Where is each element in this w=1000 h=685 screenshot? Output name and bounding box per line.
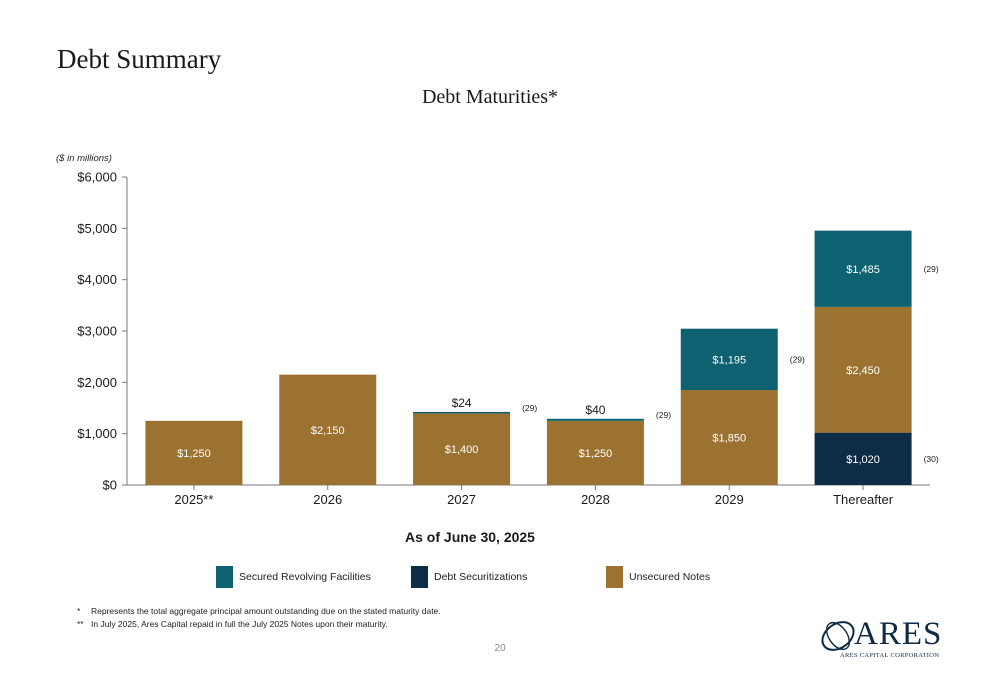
- footnote-text: Represents the total aggregate principal…: [91, 606, 441, 616]
- bar-segment: [413, 413, 511, 485]
- y-tick-label: $3,000: [77, 324, 117, 339]
- data-label: $1,400: [445, 444, 479, 456]
- data-label: $40: [585, 403, 605, 417]
- bar-segment: [814, 306, 912, 433]
- footnote-1: * Represents the total aggregate principa…: [77, 606, 441, 616]
- data-label: $1,250: [177, 448, 211, 460]
- x-tick-label: 2027: [447, 492, 476, 507]
- x-axis-label: As of June 30, 2025: [405, 529, 535, 545]
- bar-segment: [814, 230, 912, 307]
- annotation-label: (29): [790, 354, 805, 364]
- logo-wordmark: ARES: [854, 616, 943, 652]
- x-tick-label: 2025**: [174, 492, 213, 507]
- footnote-mark: **: [77, 619, 84, 629]
- y-tick-label: $4,000: [77, 272, 117, 287]
- page-number: 20: [494, 643, 506, 654]
- data-label: $24: [452, 396, 472, 410]
- annotation-label: (30): [924, 454, 939, 464]
- annotation-label: (29): [522, 403, 537, 413]
- units-note: ($ in millions): [56, 153, 112, 164]
- data-label: $1,020: [846, 454, 880, 466]
- data-label: $1,850: [712, 433, 746, 445]
- data-label: $1,250: [579, 448, 613, 460]
- legend-item-debt-securitizations: Debt Securitizations: [411, 566, 527, 588]
- bar-segment: [413, 411, 511, 414]
- bar-segment: [814, 432, 912, 485]
- bar-segment: [680, 328, 778, 391]
- bar-segment: [145, 420, 243, 485]
- ares-logo: ARES ARES CAPITAL CORPORATION: [818, 614, 958, 664]
- data-label: $1,195: [712, 354, 746, 366]
- bar-segment: [546, 420, 644, 485]
- footnote-2: ** In July 2025, Ares Capital repaid in f…: [77, 619, 388, 629]
- y-tick-label: $2,000: [77, 375, 117, 390]
- bar-segment: [680, 390, 778, 485]
- x-tick-label: Thereafter: [833, 492, 894, 507]
- x-tick-label: 2029: [715, 492, 744, 507]
- y-tick-label: $1,000: [77, 426, 117, 441]
- page-title: Debt Summary: [57, 44, 222, 74]
- legend-item-unsecured-notes: Unsecured Notes: [606, 566, 710, 588]
- data-label: $2,450: [846, 365, 880, 377]
- legend-label: Unsecured Notes: [629, 571, 711, 583]
- y-tick-label: $5,000: [77, 221, 117, 236]
- footnote-text: In July 2025, Ares Capital repaid in ful…: [91, 619, 388, 629]
- legend-swatch: [411, 566, 428, 588]
- logo-subtitle: ARES CAPITAL CORPORATION: [840, 652, 940, 659]
- footnote-mark: *: [77, 606, 81, 616]
- data-label: $1,485: [846, 264, 880, 276]
- x-tick-label: 2026: [313, 492, 342, 507]
- ares-logo-icon: [821, 621, 855, 651]
- annotation-label: (29): [924, 264, 939, 274]
- legend-label: Debt Securitizations: [434, 571, 528, 583]
- x-tick-label: 2028: [581, 492, 610, 507]
- legend-swatch: [606, 566, 623, 588]
- annotation-label: (29): [656, 410, 671, 420]
- bar-segment: [279, 374, 377, 485]
- legend-swatch: [216, 566, 233, 588]
- bar-segment: [546, 418, 644, 421]
- y-tick-label: $0: [103, 478, 117, 493]
- y-tick-label: $6,000: [77, 170, 117, 185]
- legend-label: Secured Revolving Facilities: [239, 571, 371, 583]
- data-label: $2,150: [311, 425, 345, 437]
- chart-title: Debt Maturities*: [421, 86, 559, 108]
- legend-item-secured-revolving: Secured Revolving Facilities: [216, 566, 371, 588]
